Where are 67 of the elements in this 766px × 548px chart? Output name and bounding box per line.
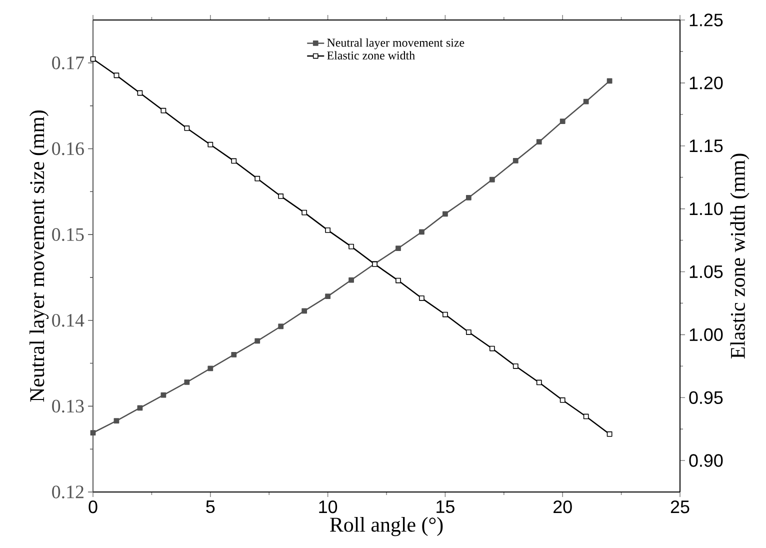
point [606, 431, 612, 437]
point [231, 352, 237, 358]
point [254, 338, 260, 344]
point [442, 312, 448, 318]
point [466, 194, 472, 200]
point [442, 211, 448, 217]
point [278, 324, 284, 330]
y-tick-label: 0.15 [52, 228, 84, 241]
y2-tick-label: 1.15 [690, 140, 723, 152]
point [137, 405, 143, 411]
point [254, 176, 260, 182]
point [536, 139, 542, 145]
point [512, 158, 518, 164]
point [90, 430, 96, 436]
y2-tick-label: 1.10 [690, 202, 723, 216]
y2-tick-label: 1.05 [690, 265, 723, 278]
point [160, 108, 166, 114]
x-tick-label: 0 [88, 500, 98, 514]
point [489, 176, 495, 182]
point [396, 278, 401, 284]
point [512, 363, 518, 369]
x-tick-label: 25 [670, 500, 690, 514]
y-tick-label: 0.17 [52, 56, 84, 70]
point [583, 414, 589, 420]
x-tick-label: 20 [554, 500, 572, 514]
y2-tick-label: 0.95 [689, 391, 723, 404]
y-tick-label: 0.13 [52, 400, 84, 413]
point [560, 397, 566, 403]
point [160, 392, 166, 398]
point [184, 379, 190, 385]
y2-axis-title: Elastic zone width (mm) [730, 154, 750, 359]
point [325, 294, 330, 300]
y2-tick-label: 0.90 [689, 454, 723, 467]
point [302, 210, 308, 216]
point [208, 142, 214, 148]
point [114, 72, 120, 78]
point [583, 98, 589, 104]
point [348, 277, 354, 283]
y-tick-label: 0.16 [52, 142, 84, 156]
y-axis-title: Neutral layer movement size (mm) [29, 110, 49, 402]
y-tick-label: 0.12 [52, 486, 84, 498]
point [466, 329, 472, 335]
x-tick-label: 10 [319, 500, 338, 514]
point [208, 366, 214, 372]
point [278, 194, 284, 199]
point [325, 228, 330, 233]
y2-tick-label: 1.25 [690, 14, 723, 26]
point [231, 158, 237, 164]
y-tick-label: 0.14 [52, 314, 84, 327]
point [489, 346, 495, 352]
point [419, 229, 424, 235]
x-tick-label: 15 [436, 500, 454, 514]
point [348, 244, 354, 250]
point [606, 78, 612, 84]
legend-label: Neutral layer movement size [327, 38, 464, 50]
point [302, 308, 308, 314]
x-axis-title: Roll angle (°) [330, 517, 443, 536]
x-tick-label: 5 [206, 500, 215, 514]
point [419, 295, 424, 301]
y2-tick-label: 1.20 [690, 76, 723, 90]
y2-tick-label: 1.00 [690, 328, 723, 342]
point [114, 418, 120, 424]
legend-label: Elastic zone width [327, 51, 415, 60]
point [536, 380, 542, 386]
point [560, 118, 566, 124]
point [184, 126, 190, 131]
point [396, 246, 401, 251]
